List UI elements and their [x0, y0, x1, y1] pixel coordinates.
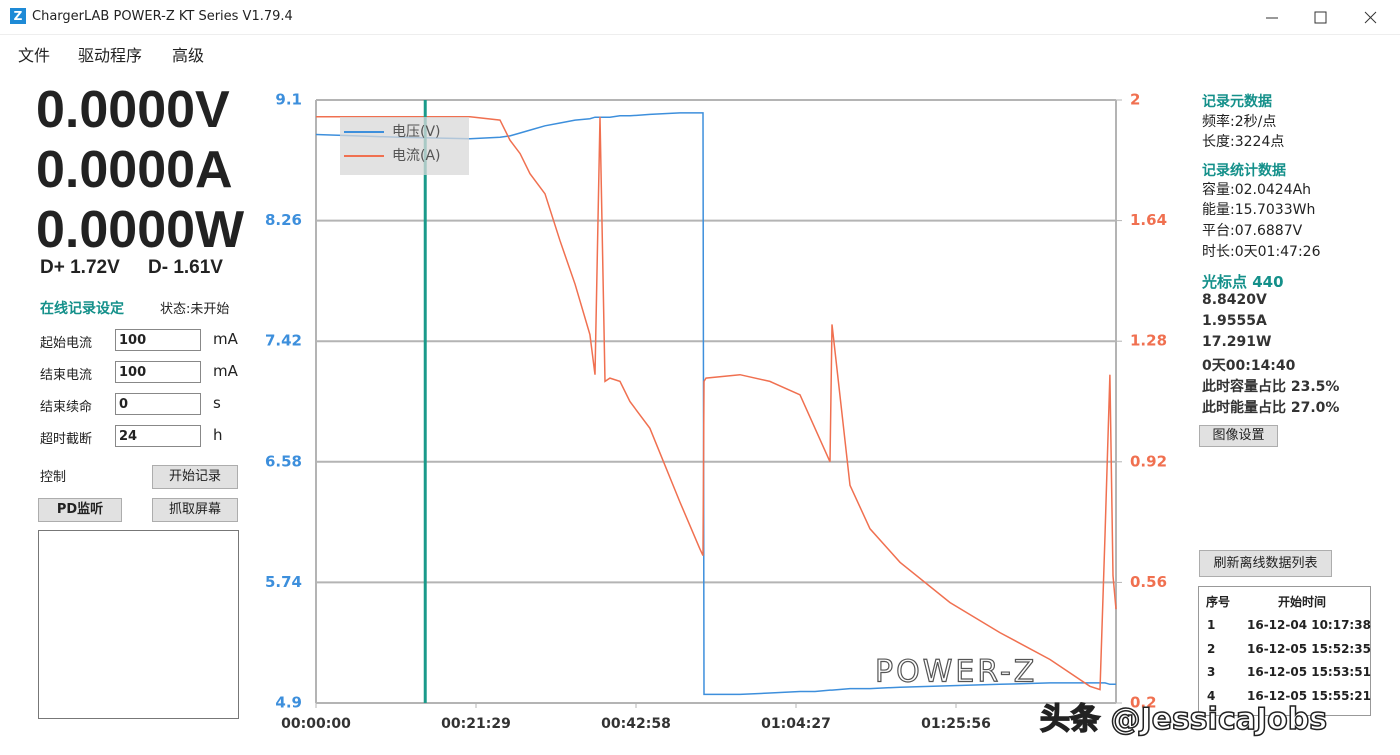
field-input[interactable]: 24 [115, 425, 201, 447]
app-icon: Z [10, 8, 26, 24]
y-tick-label: 9.1 [275, 91, 302, 109]
field-unit: h [213, 426, 223, 444]
y2-tick-label: 0.92 [1130, 452, 1167, 470]
table-cell: 16-12-05 15:55:21 [1247, 688, 1371, 703]
field-label: 起始电流 [40, 336, 93, 351]
y2-tick-label: 2 [1130, 91, 1140, 109]
capture-button[interactable]: 抓取屏幕 [152, 498, 238, 522]
y-tick-label: 5.74 [265, 573, 302, 591]
table-cell: 3 [1207, 665, 1216, 679]
table-cell: 16-12-04 10:17:38 [1247, 618, 1371, 632]
table-cell: 2 [1207, 641, 1216, 656]
y-tick-label: 7.42 [265, 332, 302, 350]
legend-label: 电流(A) [392, 148, 441, 164]
menu-item[interactable]: 高级 [172, 46, 205, 65]
watermark-logo: POWER-Z [875, 655, 1037, 690]
control-label: 控制 [40, 470, 67, 485]
cursor-line: 此时容量占比 23.5% [1202, 379, 1340, 395]
field-unit: mA [213, 330, 238, 348]
dminus-reading: D- 1.61V [148, 257, 223, 278]
field-input[interactable]: 100 [115, 329, 201, 351]
meta-title: 记录元数据 [1202, 94, 1272, 110]
info-line: 平台:07.6887V [1202, 223, 1303, 239]
cursor-line: 此时能量占比 27.0% [1202, 400, 1340, 416]
x-tick-label: 00:42:58 [601, 716, 671, 732]
power-reading: 0.0000W [36, 201, 245, 259]
info-line: 长度:3224点 [1202, 134, 1285, 150]
cursor-line: 0天00:14:40 [1202, 358, 1296, 374]
x-tick-label: 01:04:27 [761, 716, 831, 732]
x-tick-label: 01:25:56 [921, 716, 991, 732]
blank-panel [38, 530, 239, 719]
watermark-credit: 头条 @JessicaJobs [1039, 701, 1328, 738]
y2-tick-label: 1.28 [1130, 332, 1167, 350]
field-label: 超时截断 [40, 432, 93, 447]
table-cell: 4 [1207, 688, 1216, 703]
series-line [315, 112, 1116, 696]
table-cell: 16-12-05 15:52:35 [1247, 641, 1371, 656]
y2-tick-label: 0.2 [1130, 694, 1157, 712]
info-line: 频率:2秒/点 [1202, 114, 1277, 130]
table-header: 开始时间 [1278, 595, 1327, 609]
title-bar: Z ChargerLAB POWER-Z KT Series V1.79.4 [0, 0, 1400, 35]
info-line: 能量:15.7033Wh [1202, 202, 1316, 218]
x-tick-label: 00:21:29 [441, 716, 511, 732]
info-line: 容量:02.0424Ah [1202, 182, 1312, 198]
refresh-button[interactable]: 刷新离线数据列表 [1199, 550, 1332, 577]
y-tick-label: 4.9 [275, 694, 302, 712]
settings-title: 在线记录设定 [40, 301, 124, 317]
stats-title: 记录统计数据 [1202, 163, 1286, 179]
voltage-reading: 0.0000V [36, 81, 230, 139]
start-button[interactable]: 开始记录 [152, 465, 238, 489]
table-cell: 16-12-05 15:53:51 [1247, 665, 1371, 679]
field-unit: mA [213, 362, 238, 380]
window-title: ChargerLAB POWER-Z KT Series V1.79.4 [32, 9, 293, 24]
menu-item[interactable]: 驱动程序 [78, 46, 143, 65]
legend-box [340, 117, 469, 175]
table-header: 序号 [1206, 595, 1231, 609]
cursor-line: 17.291W [1202, 334, 1272, 350]
current-reading: 0.0000A [36, 141, 233, 199]
legend-label: 电压(V) [392, 124, 441, 140]
y-tick-label: 8.26 [265, 211, 302, 229]
pd-button[interactable]: PD监听 [38, 498, 122, 522]
record-status: 状态:未开始 [160, 302, 230, 317]
dplus-reading: D+ 1.72V [40, 257, 120, 278]
menu-item[interactable]: 文件 [18, 46, 51, 65]
y-tick-label: 6.58 [265, 452, 302, 470]
y2-tick-label: 1.64 [1130, 211, 1167, 229]
x-tick-label: 00:00:00 [281, 716, 351, 732]
window-controls[interactable] [1250, 0, 1400, 34]
info-line: 时长:0天01:47:26 [1202, 244, 1321, 260]
series-line [316, 116, 1117, 691]
cursor-title: 光标点 440 [1202, 273, 1284, 291]
field-label: 结束续命 [40, 400, 93, 415]
y2-tick-label: 0.56 [1130, 573, 1167, 591]
field-unit: s [213, 394, 221, 412]
image-settings-button[interactable]: 图像设置 [1199, 425, 1278, 447]
cursor-line: 8.8420V [1202, 292, 1267, 308]
field-input[interactable]: 0 [115, 393, 201, 415]
record-table [1198, 586, 1371, 716]
cursor-line: 1.9555A [1202, 313, 1267, 329]
field-label: 结束电流 [40, 368, 93, 383]
field-input[interactable]: 100 [115, 361, 201, 383]
table-cell: 1 [1207, 618, 1216, 632]
